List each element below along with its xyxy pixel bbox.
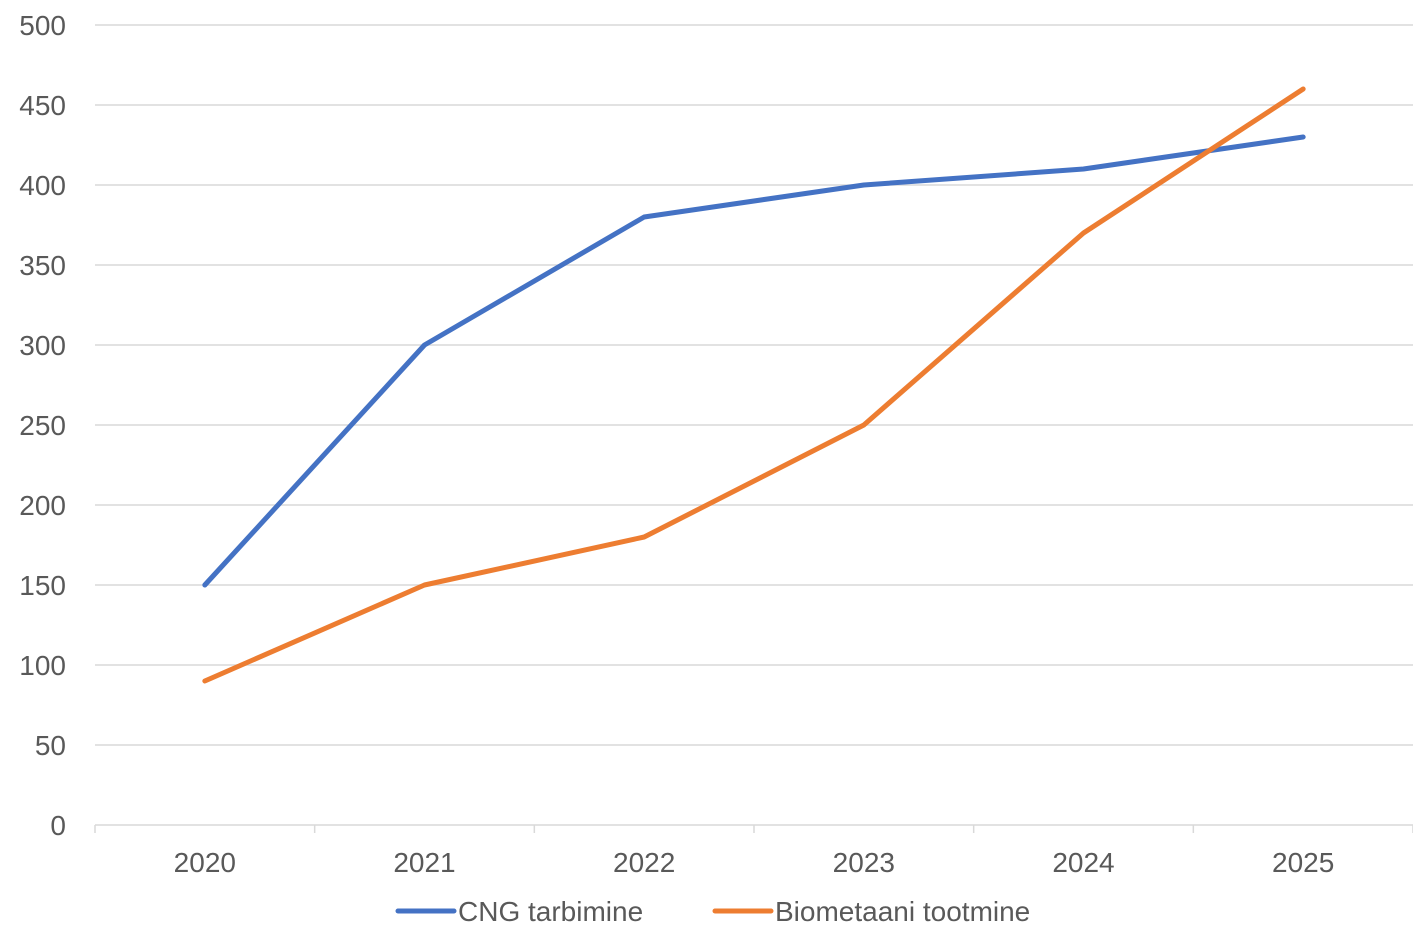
y-tick-label: 400	[19, 170, 66, 201]
x-axis-tick-labels: 2020 2021 2022 2023 2024 2025	[94, 825, 1413, 878]
y-tick-label: 300	[19, 330, 66, 361]
x-tick-label: 2024	[1052, 847, 1114, 878]
series-line-2	[202, 86, 1306, 684]
y-tick-label: 250	[19, 410, 66, 441]
y-tick-label: 50	[35, 730, 66, 761]
x-tick-label: 2020	[174, 847, 236, 878]
legend: CNG tarbimine Biometaani tootmine	[395, 896, 1030, 927]
y-tick-label: 500	[19, 10, 66, 41]
gridlines	[95, 24, 1413, 826]
y-tick-label: 0	[50, 810, 66, 841]
y-axis-tick-labels: 0 50 100 150 200 250 300 350 400 450 500	[19, 10, 66, 841]
y-tick-label: 450	[19, 90, 66, 121]
x-tick-label: 2023	[833, 847, 895, 878]
y-tick-label: 350	[19, 250, 66, 281]
legend-label-2: Biometaani tootmine	[775, 896, 1030, 927]
legend-label-1: CNG tarbimine	[458, 896, 643, 927]
y-tick-label: 200	[19, 490, 66, 521]
x-tick-label: 2021	[393, 847, 455, 878]
x-tick-label: 2022	[613, 847, 675, 878]
series-lines	[202, 86, 1306, 684]
series-line-1	[202, 134, 1306, 588]
y-tick-label: 150	[19, 570, 66, 601]
x-tick-label: 2025	[1272, 847, 1334, 878]
y-tick-label: 100	[19, 650, 66, 681]
